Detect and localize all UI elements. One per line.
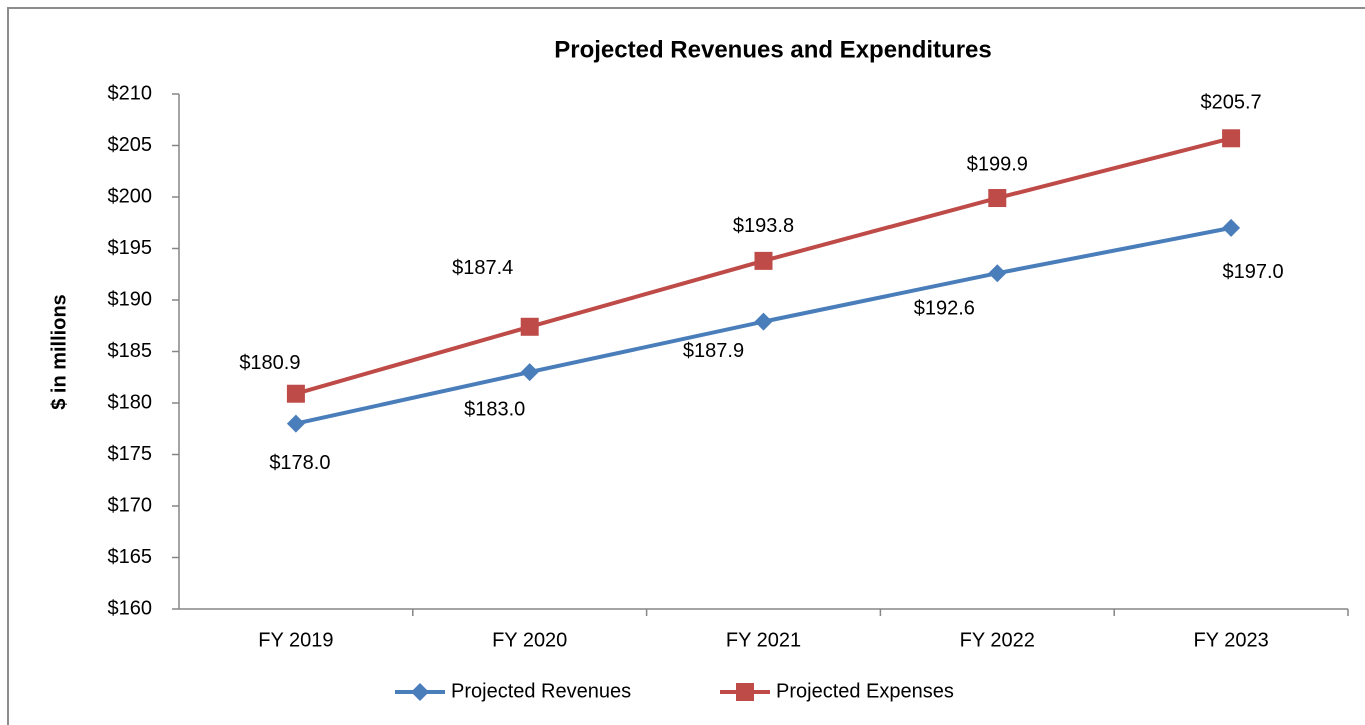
data-label: $199.9: [967, 153, 1028, 175]
x-tick-label: FY 2022: [960, 629, 1035, 651]
y-tick-label: $170: [108, 494, 153, 516]
data-point: [1222, 129, 1241, 148]
chart-frame: [7, 7, 1365, 725]
x-tick-label: FY 2020: [492, 629, 567, 651]
data-point: [754, 312, 773, 331]
y-axis-label: $ in millions: [48, 294, 70, 410]
legend-label: Projected Revenues: [451, 680, 631, 702]
y-tick-label: $185: [108, 340, 153, 362]
y-tick-label: $205: [108, 134, 153, 156]
data-label: $178.0: [269, 452, 330, 474]
y-tick-label: $160: [108, 597, 153, 619]
y-tick-label: $200: [108, 185, 153, 207]
data-label: $197.0: [1223, 261, 1284, 283]
y-tick-label: $165: [108, 546, 153, 568]
x-tick-label: FY 2019: [258, 629, 333, 651]
data-point: [286, 384, 305, 403]
legend-marker: [411, 683, 429, 701]
data-label: $205.7: [1201, 92, 1262, 114]
data-label: $180.9: [239, 352, 300, 374]
y-tick-label: $210: [108, 82, 153, 104]
data-point: [1222, 218, 1241, 237]
chart-title: Projected Revenues and Expenditures: [554, 36, 991, 63]
y-tick-label: $180: [108, 391, 153, 413]
legend-label: Projected Expenses: [776, 680, 954, 702]
data-point: [988, 264, 1007, 283]
y-tick-label: $190: [108, 288, 153, 310]
data-point: [520, 317, 539, 336]
data-point: [520, 363, 539, 382]
data-label: $183.0: [464, 398, 525, 420]
y-tick-label: $175: [108, 443, 153, 465]
data-label: $193.8: [733, 215, 794, 237]
data-point: [988, 189, 1007, 208]
data-label: $187.4: [452, 257, 513, 279]
data-point: [286, 414, 305, 433]
x-tick-label: FY 2023: [1193, 629, 1268, 651]
legend-marker: [736, 683, 754, 701]
y-tick-label: $195: [108, 237, 153, 259]
data-label: $192.6: [914, 298, 975, 320]
x-tick-label: FY 2021: [726, 629, 801, 651]
data-point: [754, 251, 773, 270]
data-label: $187.9: [683, 340, 744, 362]
